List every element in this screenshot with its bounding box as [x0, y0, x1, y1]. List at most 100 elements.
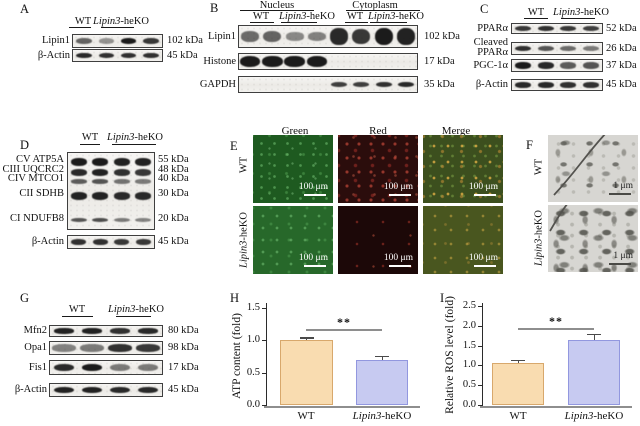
band [120, 37, 137, 45]
kda-label: 35 kDa [424, 78, 455, 90]
fraction-header: Nucleus [259, 0, 295, 11]
band-row [68, 216, 154, 224]
band [70, 169, 87, 176]
scale-bar-label: 100 μm [383, 253, 413, 263]
band [98, 52, 115, 59]
group-underline [345, 22, 368, 23]
row-label: β-Actin [14, 384, 47, 395]
y-axis-label: Relative ROS level (fold) [444, 296, 456, 414]
band [582, 62, 599, 69]
fraction-header: Cytoplasm [352, 0, 398, 11]
lane [239, 54, 261, 69]
y-tick-label: 2.5 [462, 300, 476, 311]
band [353, 81, 370, 88]
band [92, 239, 108, 245]
scale-bar [389, 194, 411, 196]
lane [68, 191, 90, 201]
lane [580, 60, 603, 71]
lane [350, 54, 372, 69]
lane [78, 361, 106, 374]
band [92, 192, 109, 200]
fluorescence-image: 100 μm [338, 135, 418, 203]
band [54, 328, 74, 334]
x-axis-line [480, 406, 632, 408]
group-header: Lipin3-heKO [367, 11, 424, 22]
lane [350, 26, 372, 47]
scale-bar [609, 193, 631, 195]
lane [68, 236, 90, 248]
group-header: WT [81, 132, 99, 143]
lane [133, 236, 155, 248]
panel-f-label: F [526, 138, 533, 152]
y-axis-line [482, 303, 484, 407]
band [582, 45, 599, 52]
band [582, 25, 599, 32]
lane [557, 43, 580, 54]
lane [90, 216, 112, 224]
blot-box [511, 23, 603, 34]
group-underline [250, 22, 274, 23]
group-underline [370, 22, 407, 23]
band [113, 158, 130, 166]
band [113, 179, 130, 184]
lane [95, 35, 117, 47]
row-label: Lipin1 [208, 30, 236, 42]
em-image: 1 μm [548, 205, 638, 272]
y-tick-label: 1.0 [246, 334, 260, 345]
band [397, 81, 414, 88]
gene-name-italic: Lipin3 [367, 11, 396, 22]
lane [580, 80, 603, 90]
gene-name-italic: Lipin3 [278, 11, 307, 22]
band [110, 363, 130, 372]
lane [535, 60, 558, 71]
lane [328, 54, 350, 69]
lane [284, 54, 306, 69]
lane [90, 157, 112, 167]
kda-label: 17 kDa [168, 361, 199, 373]
error-bar-cap [511, 359, 525, 362]
row-label: GAPDH [199, 78, 236, 90]
lane [239, 26, 261, 47]
band-row [68, 157, 154, 167]
significance-stars: ** [549, 314, 563, 328]
scale-bar [474, 265, 496, 267]
error-bar-cap [587, 333, 601, 336]
group-header: WT [68, 304, 86, 315]
x-axis-line [264, 406, 420, 408]
row-header-rotated: Lipin3-heKO [533, 209, 545, 267]
lane [140, 50, 162, 61]
y-axis-line [266, 303, 268, 407]
lane [111, 191, 133, 201]
significance-line [306, 329, 382, 331]
lane [78, 384, 106, 396]
band [136, 344, 160, 352]
lane [133, 157, 155, 167]
blot-box [511, 79, 603, 91]
band [135, 217, 152, 223]
column-header: Red [369, 125, 387, 137]
lane [106, 384, 134, 396]
row-label: Lipin1 [42, 35, 70, 46]
lane [512, 24, 535, 33]
blot-box [67, 235, 155, 249]
panel-g-label: G [20, 291, 30, 305]
lane [557, 80, 580, 90]
group-underline [112, 144, 156, 145]
lane [95, 50, 117, 61]
kda-label: 30 kDa [158, 188, 189, 199]
band [537, 82, 554, 88]
band-row [239, 26, 417, 47]
blot-box [511, 59, 603, 72]
kda-label: 80 kDa [168, 325, 199, 336]
band [113, 192, 130, 200]
band [92, 217, 109, 223]
membrane-path [553, 135, 606, 196]
row-label: PGC-1α [473, 59, 508, 71]
gene-name-italic: Lipin3 [238, 240, 250, 269]
lane [557, 24, 580, 33]
band-row [50, 361, 162, 374]
group-header: Lipin3-heKO [92, 16, 149, 27]
lane [73, 50, 95, 61]
x-category-label: Lipin3-heKO [352, 410, 412, 422]
